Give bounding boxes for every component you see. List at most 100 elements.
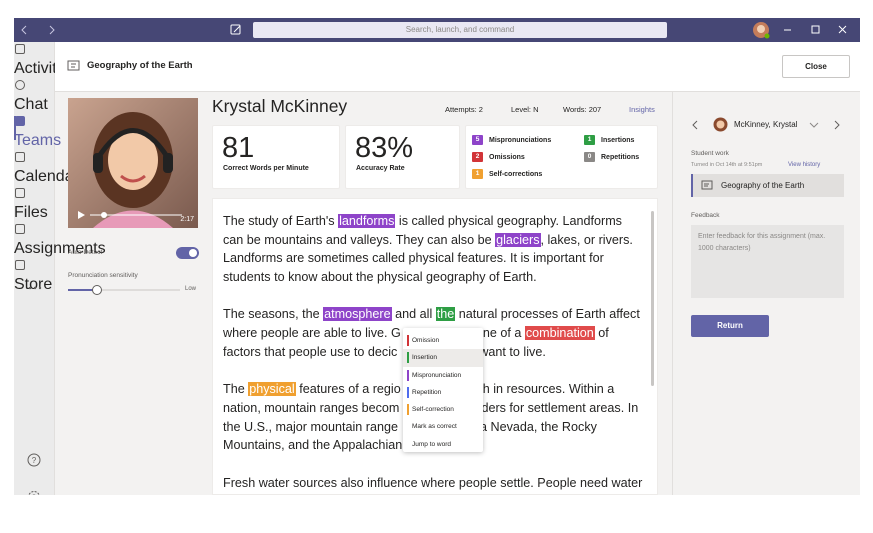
turned-in: Turned in Oct 14th at 9:51pm <box>691 162 763 168</box>
text-run: can be mountains and valleys. They can a… <box>223 232 633 247</box>
work-file[interactable]: Geography of the Earth <box>691 174 844 197</box>
menu-color-bar <box>407 404 409 416</box>
error-item: 1 Self-corrections <box>472 169 542 179</box>
text-line: factors that people use to decic want to … <box>223 343 657 362</box>
highlighted-word[interactable]: the <box>435 307 456 322</box>
error-count: 1 <box>472 169 483 179</box>
text: The seasons, the <box>223 307 324 322</box>
student-picker-chevron[interactable] <box>809 121 819 129</box>
text-run: h in resources. Within a <box>483 382 615 396</box>
menu-item[interactable]: Jump to word <box>403 436 483 453</box>
nav-arrows[interactable] <box>20 24 56 36</box>
next-student[interactable] <box>833 120 841 130</box>
error-count: 2 <box>472 152 483 162</box>
search-box[interactable]: Search, launch, and command <box>253 22 667 38</box>
rail-icon <box>15 152 25 162</box>
insights-link[interactable]: Insights <box>629 105 655 114</box>
text-run: want to live. <box>479 345 546 359</box>
rail-label: Chat <box>14 96 48 113</box>
sensitivity-low: Low <box>185 286 197 292</box>
stat-card: 81 Correct Words per Minute <box>212 125 340 189</box>
rail-item[interactable]: Teams <box>14 114 61 150</box>
menu-item[interactable]: Omission <box>403 332 483 349</box>
menu-item[interactable]: Repetition <box>403 384 483 401</box>
menu-item[interactable]: Insertion <box>403 349 483 367</box>
menu-item[interactable]: Self-correction <box>403 401 483 418</box>
return-button[interactable]: Return <box>691 315 769 337</box>
menu-label: Omission <box>412 337 440 344</box>
sensitivity-label: Pronunciation sensitivity <box>68 272 138 279</box>
rail-item[interactable]: Assignments <box>14 222 106 258</box>
error-label: Mispronunciations <box>489 136 552 144</box>
paragraph: The physical features of a regio h in res… <box>223 380 657 455</box>
text-line: nation, mountain ranges becom ders for se… <box>223 399 657 418</box>
text: Mountains, and the Appalachian <box>223 438 403 453</box>
rail-item[interactable]: Chat <box>14 78 54 114</box>
text: of <box>594 326 609 341</box>
rail-icon <box>15 224 25 234</box>
text-run: ne of a combination of <box>483 326 609 341</box>
stat-card: 83% Accuracy Rate <box>345 125 460 189</box>
assignment-header: Geography of the Earth Close <box>55 42 860 92</box>
error-count: 1 <box>584 135 595 145</box>
compose-icon[interactable] <box>230 24 242 36</box>
rail-item[interactable]: Files <box>14 186 54 222</box>
settings-icon[interactable] <box>27 490 41 495</box>
rail-item[interactable]: Store <box>14 258 54 294</box>
close-button[interactable]: Close <box>782 55 850 78</box>
text: The <box>223 382 249 397</box>
paragraph: Fresh water sources also influence where… <box>223 474 657 493</box>
user-avatar[interactable] <box>752 21 770 39</box>
video-thumbnail[interactable]: 2:17 <box>68 98 198 228</box>
text-run: ders for settlement areas. In <box>481 401 638 415</box>
app-window: Search, launch, and command ? Activity Ch… <box>14 18 860 495</box>
text-run: nation, mountain ranges becom <box>223 401 399 415</box>
highlighted-word[interactable]: physical <box>248 382 296 397</box>
more-apps[interactable] <box>28 285 42 291</box>
text-run: The physical features of a regio <box>223 382 401 397</box>
menu-color-bar <box>407 369 409 381</box>
rail-item[interactable]: Calendar <box>14 150 79 186</box>
text-run: Landforms are sometimes called physical … <box>223 251 604 265</box>
menu-item[interactable]: Mispronunciation <box>403 367 483 384</box>
highlighted-word[interactable]: glaciers <box>495 232 541 247</box>
text-run: The study of Earth's landforms is called… <box>223 214 622 228</box>
text-run: a Nevada, the Rocky <box>480 420 597 434</box>
scrollbar[interactable] <box>651 211 654 386</box>
view-history[interactable]: View history <box>788 162 821 168</box>
help-icon[interactable]: ? <box>27 453 41 467</box>
text: features of a regio <box>295 382 401 397</box>
auto-detect-toggle[interactable] <box>176 247 199 259</box>
student-picker[interactable]: McKinney, Krystal <box>734 120 798 129</box>
menu-label: Insertion <box>412 354 437 362</box>
paragraph: The seasons, the atmosphere and all the … <box>223 305 657 361</box>
error-item: 2 Omissions <box>472 152 525 162</box>
text-run: The seasons, the atmosphere and all the … <box>223 307 640 322</box>
text-line: The seasons, the atmosphere and all the … <box>223 305 657 324</box>
menu-color-bar <box>407 352 409 364</box>
feedback-input[interactable]: Enter feedback for this assignment (max.… <box>691 225 844 298</box>
highlighted-word[interactable]: landforms <box>338 214 396 228</box>
text: factors that people use to decic <box>223 344 398 359</box>
rail-label: Files <box>14 204 48 221</box>
highlighted-word[interactable]: combination <box>524 326 595 341</box>
file-icon <box>701 180 713 190</box>
text: is called physical geography. Landforms <box>395 214 622 228</box>
text-run: Mountains, and the Appalachian <box>223 438 402 452</box>
menu-item[interactable]: Mark as correct <box>403 418 483 435</box>
highlighted-word[interactable]: atmosphere <box>323 307 392 322</box>
assignment-title: Geography of the Earth <box>87 60 193 71</box>
text-line: Landforms are sometimes called physical … <box>223 249 657 268</box>
error-label: Omissions <box>489 153 525 161</box>
rail-icon <box>15 188 25 198</box>
window-controls[interactable] <box>782 24 858 36</box>
student-work-label: Student work <box>691 150 729 157</box>
text: ders for settlement areas. In <box>481 400 639 415</box>
assignment-icon <box>67 60 80 71</box>
text-line: students to know about the physical geog… <box>223 268 657 287</box>
prev-student[interactable] <box>691 120 699 130</box>
text-run: Fresh water sources also influence where… <box>223 476 642 490</box>
text: and all <box>391 307 436 322</box>
rail-item[interactable]: Activity <box>14 42 65 78</box>
sensitivity-slider[interactable] <box>68 284 182 296</box>
